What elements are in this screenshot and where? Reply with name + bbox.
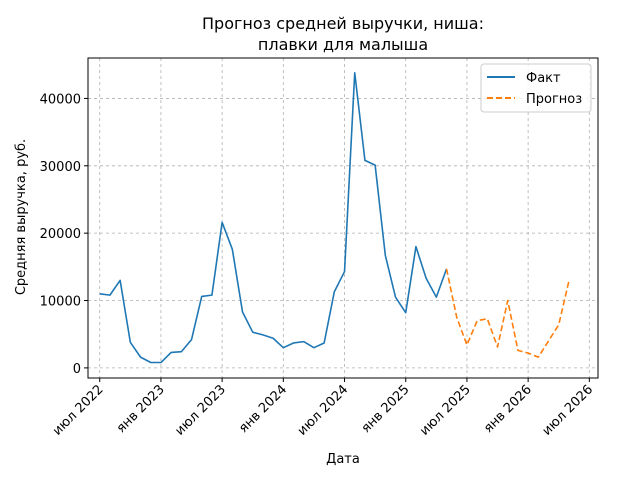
y-tick-label: 10000	[40, 295, 81, 310]
x-tick-label: июл 2025	[417, 382, 474, 439]
y-tick-label: 0	[73, 362, 81, 377]
legend: Факт Прогноз	[480, 63, 592, 113]
x-tick-label: янв 2024	[236, 382, 290, 436]
y-tick-label: 30000	[40, 160, 81, 175]
x-tick-label: июл 2023	[172, 382, 229, 439]
series-lines	[99, 72, 570, 364]
chart-title-line-2: плавки для малыша	[258, 35, 428, 54]
x-tick-label: янв 2023	[114, 382, 168, 436]
x-tick-label: июл 2024	[295, 382, 352, 439]
y-tick-label: 40000	[40, 92, 81, 107]
series-line-forecast	[445, 268, 570, 358]
grid	[88, 58, 598, 378]
x-tick-label: июл 2026	[540, 382, 597, 439]
series-line-fact	[99, 72, 448, 364]
x-tick-label: янв 2025	[359, 382, 413, 436]
x-axis-label: Дата	[326, 452, 360, 467]
x-tick-label: июл 2022	[50, 382, 107, 439]
y-axis-label: Средняя выручка, руб.	[14, 139, 29, 295]
legend-label-fact: Факт	[526, 71, 561, 86]
plot-area-frame	[87, 57, 599, 379]
legend-label-forecast: Прогноз	[526, 92, 582, 107]
x-tick-label: янв 2026	[481, 382, 535, 436]
y-tick-label: 20000	[40, 227, 81, 242]
chart-title-line-1: Прогноз средней выручки, ниша:	[202, 14, 484, 33]
